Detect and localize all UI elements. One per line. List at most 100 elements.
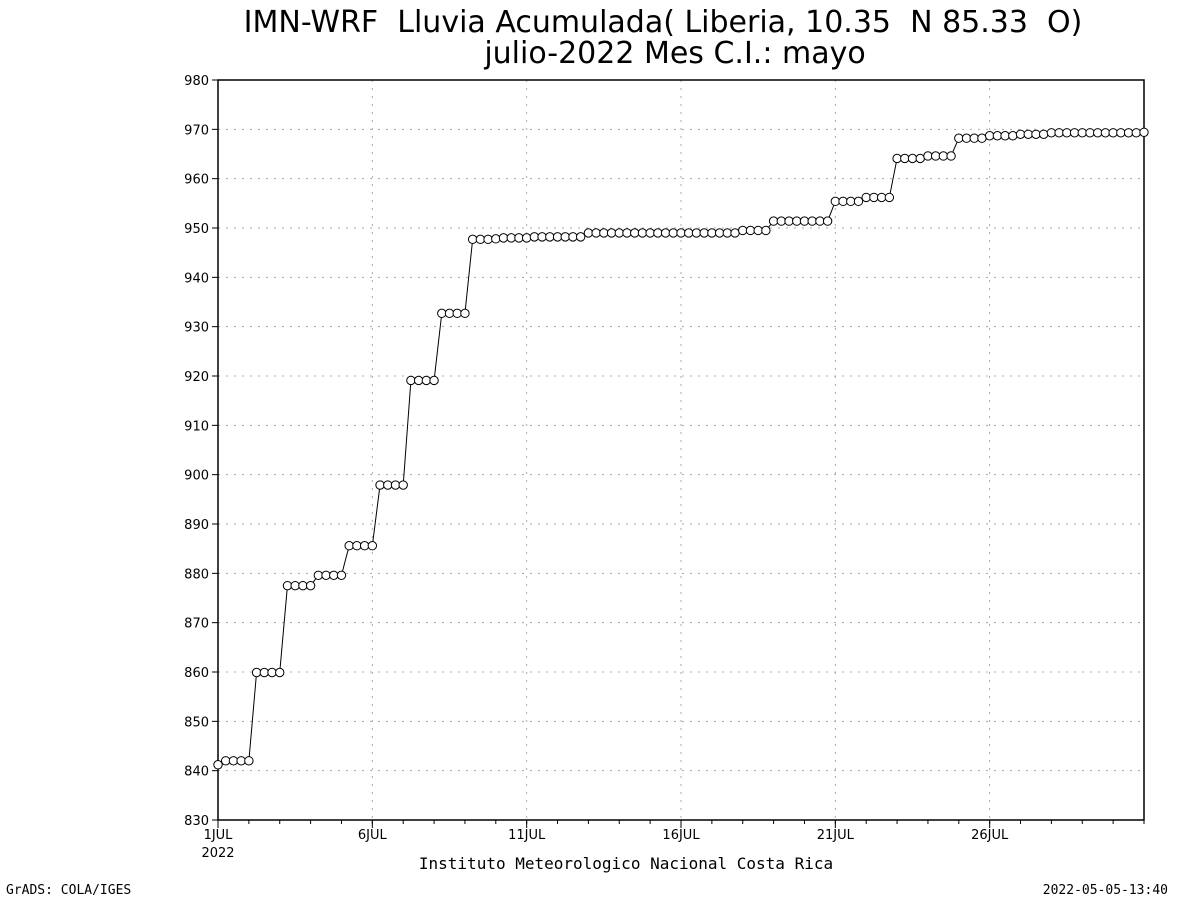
y-tick-label: 970 xyxy=(184,123,209,138)
data-point xyxy=(367,541,378,551)
data-point xyxy=(1054,128,1064,138)
data-point xyxy=(691,228,702,238)
data-point xyxy=(630,228,640,238)
data-point xyxy=(406,375,416,386)
data-point xyxy=(784,216,794,226)
data-point xyxy=(660,228,671,238)
data-point xyxy=(267,667,277,678)
data-point xyxy=(984,131,995,141)
data-point xyxy=(822,216,833,226)
data-point xyxy=(815,216,825,226)
data-point xyxy=(390,480,401,490)
data-point xyxy=(275,667,285,678)
y-tick-label: 950 xyxy=(184,222,209,237)
data-point xyxy=(359,541,370,551)
data-point xyxy=(1062,128,1072,138)
data-point xyxy=(475,234,486,245)
data-point xyxy=(1000,131,1010,141)
data-point xyxy=(282,580,293,591)
x-tick-label: 6JUL xyxy=(358,828,388,843)
data-point xyxy=(614,228,624,238)
y-axis: 830 840 850 860 870 880 890 900 910 920 930 940 950 9… xyxy=(184,74,218,829)
data-point xyxy=(498,233,509,243)
chart-subtitle: julio-2022 Mes C.I.: mayo xyxy=(483,36,865,71)
data-point xyxy=(869,192,879,203)
y-tick-label: 960 xyxy=(184,173,209,188)
data-point xyxy=(514,233,524,243)
data-point xyxy=(876,192,887,203)
footer-right: 2022-05-05-13:40 xyxy=(1043,883,1168,898)
data-point xyxy=(344,541,354,551)
data-point xyxy=(313,570,324,581)
data-point xyxy=(753,225,763,236)
data-point xyxy=(1131,128,1141,138)
data-point xyxy=(977,133,987,143)
data-point xyxy=(575,232,586,242)
data-point xyxy=(251,667,262,678)
data-point xyxy=(521,233,532,243)
data-point xyxy=(653,228,663,238)
data-point xyxy=(992,131,1003,141)
data-point xyxy=(568,232,578,242)
data-point xyxy=(861,192,871,203)
data-point xyxy=(892,153,902,164)
data-point xyxy=(1038,129,1049,139)
data-point xyxy=(938,151,949,161)
data-point xyxy=(1015,129,1026,139)
data-point xyxy=(221,756,231,766)
data-point xyxy=(1069,128,1080,138)
data-point xyxy=(923,151,933,161)
data-point xyxy=(1139,127,1149,137)
y-tick-label: 890 xyxy=(184,518,209,533)
data-point xyxy=(437,308,447,319)
data-point xyxy=(329,570,339,581)
data-point xyxy=(560,232,570,242)
data-point xyxy=(452,308,462,319)
data-point xyxy=(460,308,470,319)
data-point xyxy=(730,228,740,238)
data-point xyxy=(413,375,424,386)
x-tick-label: 21JUL xyxy=(817,828,855,843)
y-tick-label: 850 xyxy=(184,715,209,730)
data-point xyxy=(954,133,964,143)
data-point xyxy=(537,232,547,242)
data-point xyxy=(506,233,516,243)
data-point xyxy=(383,480,393,490)
y-tick-label: 870 xyxy=(184,617,209,632)
y-tick-label: 940 xyxy=(184,271,209,286)
x-axis: 1JUL 2022 6JUL 11JUL 16JUL 21JUL 26JUL xyxy=(201,820,1145,861)
data-point xyxy=(684,228,694,238)
data-point xyxy=(444,308,455,319)
data-point xyxy=(467,234,478,245)
x-tick-label: 16JUL xyxy=(662,828,700,843)
data-point xyxy=(722,228,732,238)
data-point xyxy=(1100,128,1111,138)
data-point xyxy=(768,216,779,226)
y-tick-label: 860 xyxy=(184,666,209,681)
data-point xyxy=(714,228,725,238)
data-point xyxy=(321,570,331,581)
data-point xyxy=(529,232,540,242)
data-point xyxy=(846,196,856,207)
data-point xyxy=(930,151,941,161)
y-tick-label: 920 xyxy=(184,370,209,385)
grid xyxy=(218,80,1144,820)
y-tick-label: 980 xyxy=(184,74,209,89)
data-point xyxy=(745,225,756,236)
y-tick-label: 880 xyxy=(184,567,209,582)
data-point xyxy=(799,216,810,226)
data-point xyxy=(1116,128,1126,138)
data-point xyxy=(1093,128,1103,138)
data-point xyxy=(830,196,841,207)
data-point xyxy=(969,133,979,143)
data-point xyxy=(645,228,655,238)
data-point xyxy=(907,153,918,164)
data-point xyxy=(738,225,748,236)
x-tick-label: 1JUL xyxy=(204,828,234,843)
data-point xyxy=(792,216,802,226)
data-point xyxy=(761,225,771,236)
data-point xyxy=(398,480,408,490)
y-tick-label: 910 xyxy=(184,419,209,434)
y-tick-label: 830 xyxy=(184,814,209,829)
data-point xyxy=(213,760,223,770)
